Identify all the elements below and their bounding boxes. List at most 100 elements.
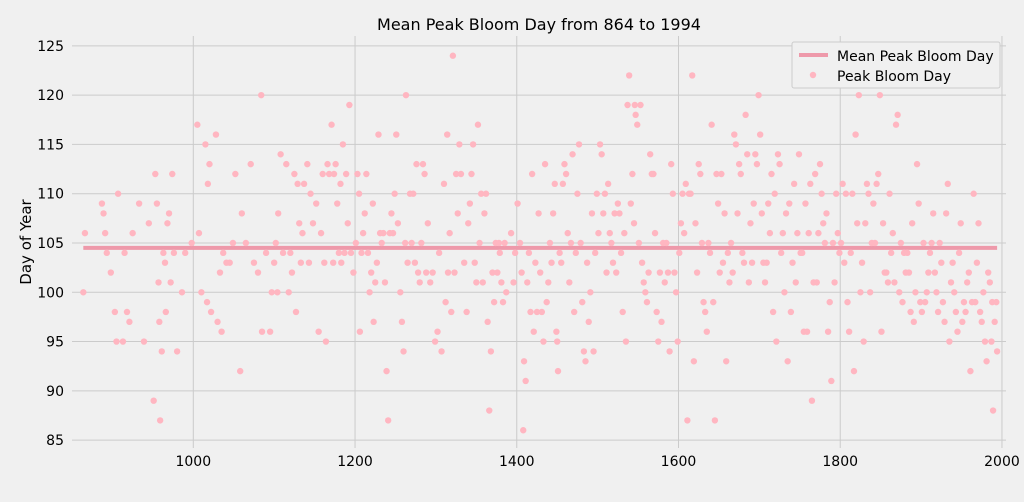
data-point	[588, 210, 596, 217]
data-point	[663, 239, 670, 247]
data-point	[525, 249, 533, 257]
data-point	[831, 279, 838, 286]
y-tick-label: 105	[37, 236, 64, 252]
y-tick-label: 90	[46, 384, 64, 400]
data-point	[716, 269, 723, 276]
data-point	[532, 259, 539, 266]
data-point	[375, 131, 382, 138]
data-point	[748, 259, 756, 266]
data-point	[216, 269, 224, 276]
data-point	[664, 269, 672, 276]
data-point	[164, 220, 171, 227]
data-point	[570, 308, 578, 316]
data-point	[917, 298, 924, 306]
data-point	[624, 101, 631, 109]
data-point	[337, 180, 344, 188]
data-point	[477, 190, 485, 197]
x-tick-label: 1400	[499, 454, 535, 470]
data-point	[339, 141, 347, 148]
data-point	[729, 269, 736, 276]
data-point	[860, 338, 867, 345]
data-point	[986, 279, 994, 286]
data-point	[237, 367, 244, 375]
data-point	[321, 259, 328, 266]
data-point	[933, 289, 940, 296]
data-point	[671, 269, 678, 276]
data-point	[322, 338, 330, 345]
data-point	[646, 151, 654, 158]
data-point	[394, 220, 402, 227]
data-point	[518, 269, 525, 276]
data-point	[448, 308, 455, 316]
data-point	[507, 229, 515, 237]
data-point	[724, 249, 732, 257]
data-point	[839, 180, 846, 188]
data-point	[391, 190, 398, 197]
data-point	[81, 229, 89, 237]
data-point	[993, 298, 1000, 306]
data-point	[755, 91, 762, 99]
data-point	[608, 239, 615, 247]
data-point	[632, 111, 639, 119]
data-point	[811, 170, 819, 178]
data-point	[355, 190, 363, 197]
data-point	[156, 417, 164, 424]
data-point	[925, 269, 932, 276]
data-point	[454, 210, 461, 217]
data-point	[920, 239, 927, 247]
data-point	[847, 249, 854, 257]
data-point	[727, 239, 735, 247]
data-point	[207, 308, 215, 316]
data-point	[582, 358, 589, 365]
data-point	[297, 259, 305, 266]
data-point	[429, 269, 436, 276]
data-point	[431, 338, 439, 345]
data-point	[103, 249, 110, 257]
data-point	[661, 279, 668, 286]
data-point	[551, 180, 558, 188]
data-point	[285, 289, 292, 296]
data-point	[635, 239, 643, 247]
data-point	[577, 239, 584, 247]
data-point	[655, 338, 662, 345]
data-point	[101, 229, 109, 237]
data-point	[474, 121, 482, 128]
data-point	[972, 298, 979, 306]
data-point	[629, 170, 636, 178]
data-point	[991, 318, 998, 326]
data-point	[359, 229, 367, 237]
data-point	[522, 377, 529, 385]
data-point	[609, 259, 617, 266]
data-point	[967, 367, 974, 375]
data-point	[834, 229, 841, 237]
data-point	[373, 259, 381, 266]
data-point	[422, 269, 430, 276]
data-point	[569, 151, 576, 158]
data-point	[272, 239, 279, 247]
y-tick-label: 120	[37, 88, 64, 104]
data-point	[204, 180, 212, 188]
data-point	[676, 249, 683, 257]
data-point	[541, 160, 549, 168]
data-point	[862, 220, 869, 227]
data-point	[325, 170, 333, 178]
data-point	[774, 151, 782, 158]
data-point	[651, 229, 659, 237]
data-point	[274, 289, 281, 296]
data-point	[457, 170, 465, 178]
data-point	[747, 220, 754, 227]
data-point	[595, 229, 602, 237]
data-point	[858, 259, 866, 266]
legend-points-label: Peak Bloom Day	[837, 69, 951, 85]
data-point	[347, 249, 355, 257]
data-point	[634, 121, 641, 128]
data-point	[232, 170, 239, 178]
data-point	[356, 328, 364, 335]
data-point	[865, 190, 872, 197]
data-point	[393, 131, 400, 138]
data-point	[324, 160, 331, 168]
data-point	[849, 190, 856, 197]
data-point	[466, 200, 474, 207]
data-point	[719, 259, 727, 266]
data-point	[427, 279, 434, 286]
